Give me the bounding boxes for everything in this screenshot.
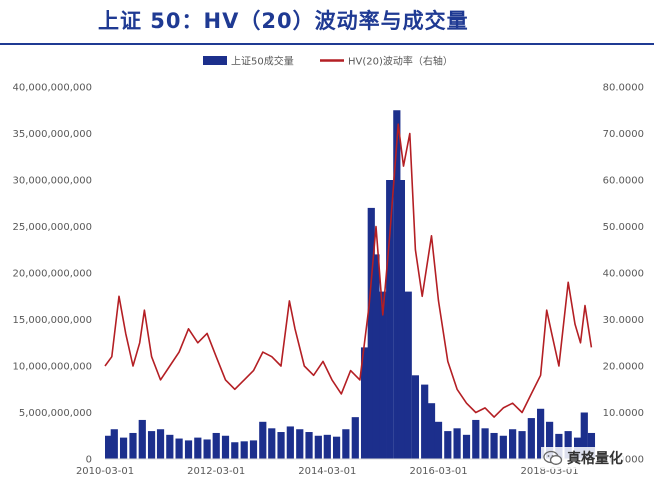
right-axis-tick-label: 60.0000	[603, 176, 644, 187]
right-axis-tick-label: 0.0000	[609, 455, 644, 466]
volume-bar	[360, 347, 369, 459]
volume-bar	[453, 428, 461, 459]
chart-legend: 上证50成交量 HV(20)波动率（右轴）	[203, 55, 453, 68]
volume-bar	[537, 408, 545, 459]
volume-bar	[481, 428, 489, 459]
volume-bar	[372, 254, 380, 459]
volume-bar	[323, 434, 331, 459]
left-axis-tick-label: 5,000,000,000	[19, 408, 92, 419]
volume-bar	[129, 432, 137, 459]
volume-bar	[296, 429, 304, 459]
right-axis-tick-label: 30.0000	[603, 315, 644, 326]
left-axis-tick-label: 0	[86, 455, 92, 466]
volume-bar	[259, 421, 267, 459]
watermark-text: 真格量化	[567, 451, 623, 467]
left-axis-tick-label: 10,000,000,000	[12, 362, 92, 373]
volume-bar	[509, 429, 517, 459]
volume-bar	[138, 419, 146, 459]
left-axis-tick-label: 25,000,000,000	[12, 222, 92, 233]
volume-bar	[249, 440, 258, 459]
volume-bar	[397, 180, 405, 459]
legend-label-volume: 上证50成交量	[231, 55, 294, 68]
right-axis-tick-label: 80.0000	[603, 83, 644, 94]
header-divider	[0, 43, 654, 45]
legend-swatch-volume	[203, 56, 227, 65]
wechat-icon	[543, 450, 563, 465]
volume-bar	[444, 431, 452, 459]
left-axis-tick-label: 30,000,000,000	[12, 176, 92, 187]
volume-bar	[518, 431, 526, 459]
volume-bar	[194, 437, 202, 459]
volume-bar	[342, 429, 350, 459]
watermark: 真格量化	[541, 447, 625, 469]
left-axis-tick-label: 35,000,000,000	[12, 129, 92, 140]
volume-bar	[184, 440, 193, 459]
volume-bar	[240, 441, 248, 459]
volume-bar	[386, 180, 394, 459]
volume-bar	[587, 432, 596, 459]
right-axis-tick-label: 70.0000	[603, 129, 644, 140]
right-axis-tick-label: 10.0000	[603, 408, 644, 419]
volume-bar	[379, 291, 387, 459]
x-axis-tick-label: 2010-03-01	[76, 466, 134, 477]
volume-bar	[462, 434, 471, 459]
volume-bar	[286, 426, 294, 459]
volume-bar	[305, 432, 313, 459]
volume-bar	[105, 435, 113, 459]
volume-bar	[434, 421, 443, 459]
volume-bar	[351, 417, 359, 459]
left-axis-tick-label: 20,000,000,000	[12, 269, 92, 280]
volume-bar	[564, 431, 572, 459]
left-axis: 0 5,000,000,000 10,000,000,000 15,000,000,0…	[12, 83, 92, 466]
volume-bar	[156, 429, 165, 459]
header-bar: 上证 50：HV（20）波动率与成交量	[0, 0, 654, 45]
volume-series	[105, 110, 596, 459]
x-axis-tick-label: 2016-03-01	[409, 466, 467, 477]
volume-bar	[527, 418, 535, 459]
volume-bar	[580, 412, 588, 459]
volume-bar	[166, 434, 174, 459]
x-axis: 2010-03-01 2012-03-01 2014-03-01 2016-03-01…	[76, 466, 579, 477]
left-axis-tick-label: 15,000,000,000	[12, 315, 92, 326]
volume-bar	[268, 428, 276, 459]
x-axis-tick-label: 2014-03-01	[298, 466, 356, 477]
volume-bar	[147, 431, 156, 459]
volume-bar	[212, 432, 220, 459]
right-axis-tick-label: 20.0000	[603, 362, 644, 373]
volume-bar	[203, 439, 211, 459]
volume-bar	[314, 435, 322, 459]
volume-bar	[411, 375, 419, 459]
volume-bar	[499, 435, 507, 459]
volume-bar	[393, 110, 401, 459]
page-title: 上证 50：HV（20）波动率与成交量	[98, 9, 469, 33]
volume-bar	[110, 429, 118, 459]
volume-bar	[119, 437, 128, 459]
volume-bar	[221, 435, 230, 459]
volume-bar	[404, 291, 412, 459]
volume-bar	[555, 433, 563, 459]
right-axis-tick-label: 50.0000	[603, 222, 644, 233]
volume-bar	[421, 384, 429, 459]
right-axis-tick-label: 40.0000	[603, 269, 644, 280]
volume-bar	[175, 438, 183, 459]
x-axis-tick-label: 2018-03-01	[521, 466, 579, 477]
x-axis-tick-label: 2012-03-01	[187, 466, 245, 477]
volume-bar	[277, 432, 285, 459]
volume-bar	[367, 207, 375, 459]
left-axis-tick-label: 40,000,000,000	[12, 83, 92, 94]
volume-bar	[332, 436, 341, 459]
legend-label-volatility: HV(20)波动率（右轴）	[348, 55, 453, 68]
volume-bar	[490, 432, 498, 459]
volume-bar	[427, 403, 436, 459]
volume-bar	[472, 419, 480, 459]
volume-bar	[545, 421, 554, 459]
volume-bar	[231, 442, 239, 459]
right-axis: 0.0000 10.0000 20.0000 30.0000 40.0000 50.000…	[603, 83, 644, 466]
volatility-series-line	[104, 123, 593, 418]
